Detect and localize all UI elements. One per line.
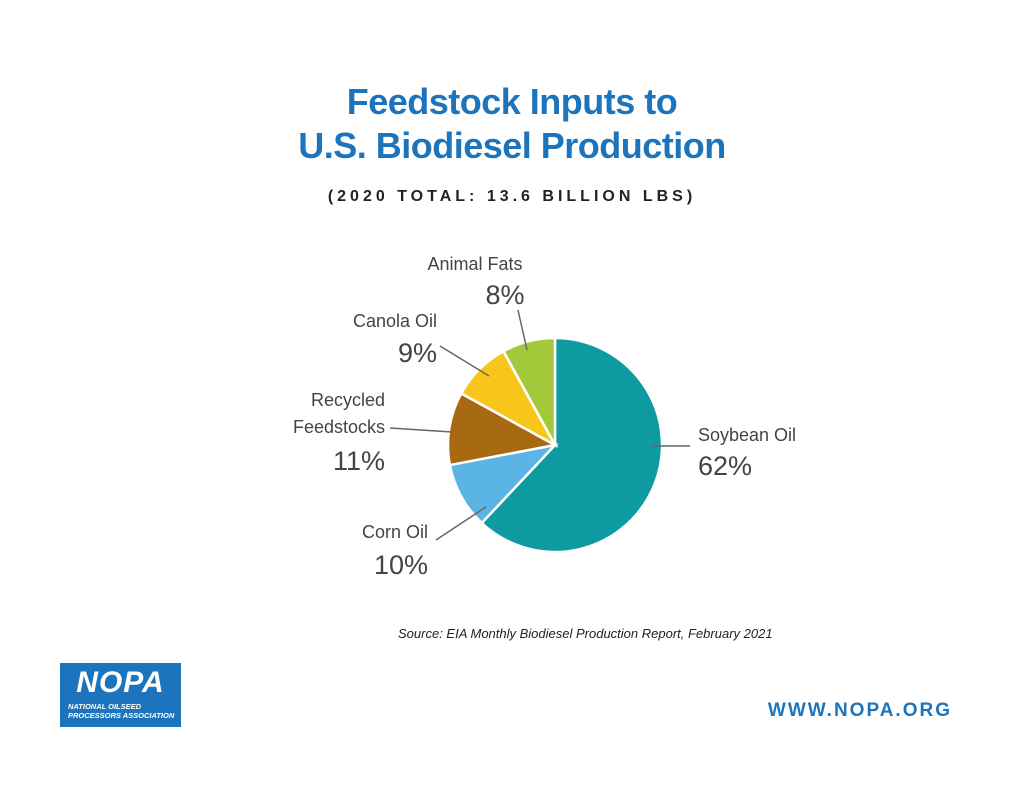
label-canola-oil: Canola Oil: [353, 311, 437, 331]
leader-line-canola-oil: [439, 345, 490, 377]
slice-recycled-feedstocks: [446, 391, 559, 467]
value-label-canola-oil: 9%: [398, 338, 437, 368]
slice-soybean-oil: [479, 336, 664, 554]
slice-animal-fats: [501, 336, 557, 446]
source-note: Source: EIA Monthly Biodiesel Production…: [398, 626, 773, 641]
chart-title: Feedstock Inputs to U.S. Biodiesel Produ…: [0, 80, 1024, 168]
title-line-2: U.S. Biodiesel Production: [298, 125, 726, 166]
leader-line-animal-fats: [517, 309, 528, 351]
website-link[interactable]: WWW.NOPA.ORG: [767, 700, 952, 721]
label-soybean-oil: Soybean Oil: [698, 425, 796, 445]
logo-wordmark: NOPA: [76, 666, 165, 699]
value-label-soybean-oil: 62%: [698, 451, 752, 481]
value-label-animal-fats: 8%: [485, 280, 524, 310]
title-line-1: Feedstock Inputs to: [346, 81, 678, 122]
leader-line-corn-oil: [435, 506, 487, 541]
value-label-corn-oil: 10%: [374, 550, 428, 580]
logo-subtitle: NATIONAL OILSEED PROCESSORS ASSOCIATION: [68, 702, 175, 720]
value-label-recycled-feedstocks: 11%: [333, 446, 385, 476]
leader-line-recycled-feedstocks: [389, 427, 453, 433]
label-animal-fats: Animal Fats: [427, 254, 522, 274]
label-corn-oil: Corn Oil: [362, 522, 428, 542]
label-recycled-feedstocks: Recycled Feedstocks: [293, 390, 385, 437]
nopa-logo: NOPA NATIONAL OILSEED PROCESSORS ASSOCIA…: [60, 663, 181, 727]
chart-subtitle: (2020 TOTAL: 13.6 BILLION LBS): [327, 188, 697, 205]
